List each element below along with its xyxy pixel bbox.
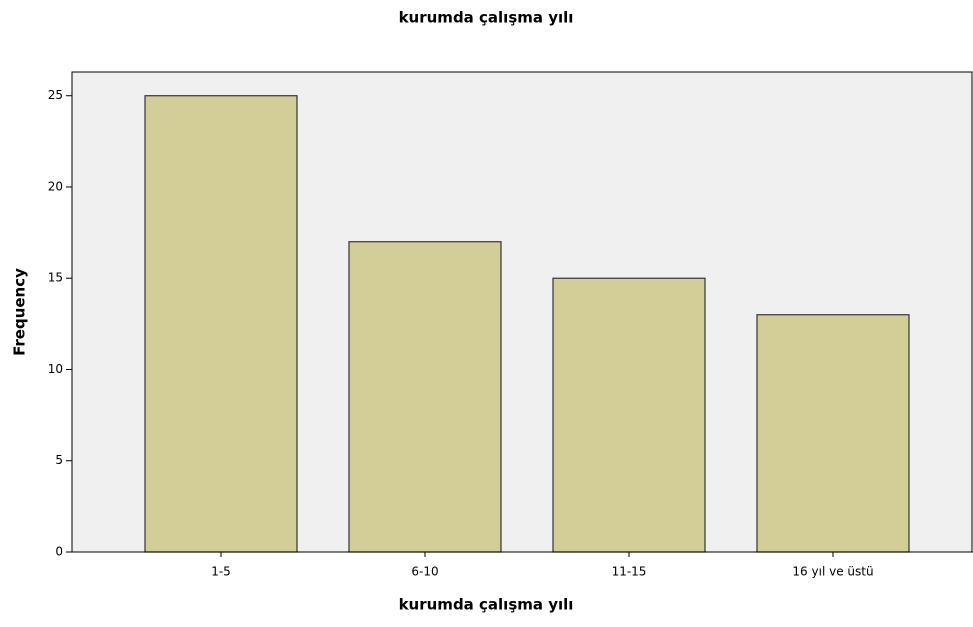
y-tick-label: 10 <box>48 362 63 376</box>
y-tick-label: 20 <box>48 179 63 193</box>
bar <box>756 314 910 553</box>
x-tick-label: 6-10 <box>411 565 438 579</box>
bar <box>552 277 706 553</box>
bar <box>144 95 298 553</box>
y-axis-label: Frequency <box>11 268 29 356</box>
x-tick-label: 1-5 <box>211 565 231 579</box>
x-axis-label: kurumda çalışma yılı <box>399 596 574 614</box>
bar <box>348 241 502 553</box>
y-tick-label: 25 <box>48 88 63 102</box>
y-tick-label: 0 <box>55 545 63 559</box>
chart-title: kurumda çalışma yılı <box>399 9 574 27</box>
y-tick-label: 5 <box>55 453 63 467</box>
x-tick-label: 16 yıl ve üstü <box>792 565 873 579</box>
y-tick-label: 15 <box>48 271 63 285</box>
x-tick-label: 11-15 <box>612 565 647 579</box>
